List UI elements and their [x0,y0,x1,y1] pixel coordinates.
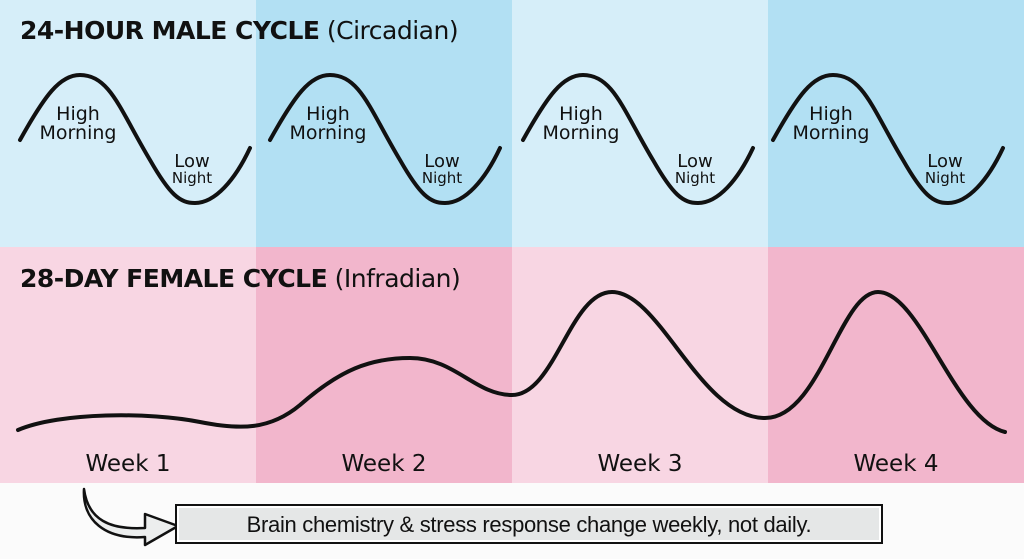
female-title-sub: (Infradian) [334,264,461,293]
high-label-4: High Morning [792,103,870,144]
female-band-col-3 [512,247,768,483]
arrow-icon [82,487,180,547]
week-4-label: Week 4 [853,451,939,477]
male-title-sub: (Circadian) [326,16,459,45]
female-title-main: 28-DAY FEMALE CYCLE [20,264,328,293]
circadian-wave-2 [268,72,502,206]
female-band-col-4 [768,247,1024,483]
high-label-2: High Morning [289,103,367,144]
low-label-1: Low Night [171,151,213,187]
female-band-col-1 [0,247,256,483]
male-band-col-3 [512,0,768,247]
male-band-col-4 [768,0,1024,247]
high-label-3: High Morning [542,103,620,144]
high-label-1: High Morning [39,103,117,144]
female-band-col-2 [256,247,512,483]
infradian-wave [16,289,1007,434]
low-label-2: Low Night [421,151,463,187]
low-label-4: Low Night [924,151,966,187]
week-2-label: Week 2 [341,451,427,477]
male-title-main: 24-HOUR MALE CYCLE [20,16,320,45]
callout-note: Brain chemistry & stress response change… [175,504,883,544]
male-cycle-title: 24-HOUR MALE CYCLE (Circadian) [20,16,459,45]
male-band-col-2 [256,0,512,247]
low-label-3: Low Night [674,151,716,187]
circadian-wave-1 [18,72,252,206]
week-1-label: Week 1 [85,451,171,477]
week-3-label: Week 3 [597,451,683,477]
circadian-wave-4 [771,72,1005,206]
circadian-wave-3 [521,72,755,206]
female-cycle-title: 28-DAY FEMALE CYCLE (Infradian) [20,264,461,293]
